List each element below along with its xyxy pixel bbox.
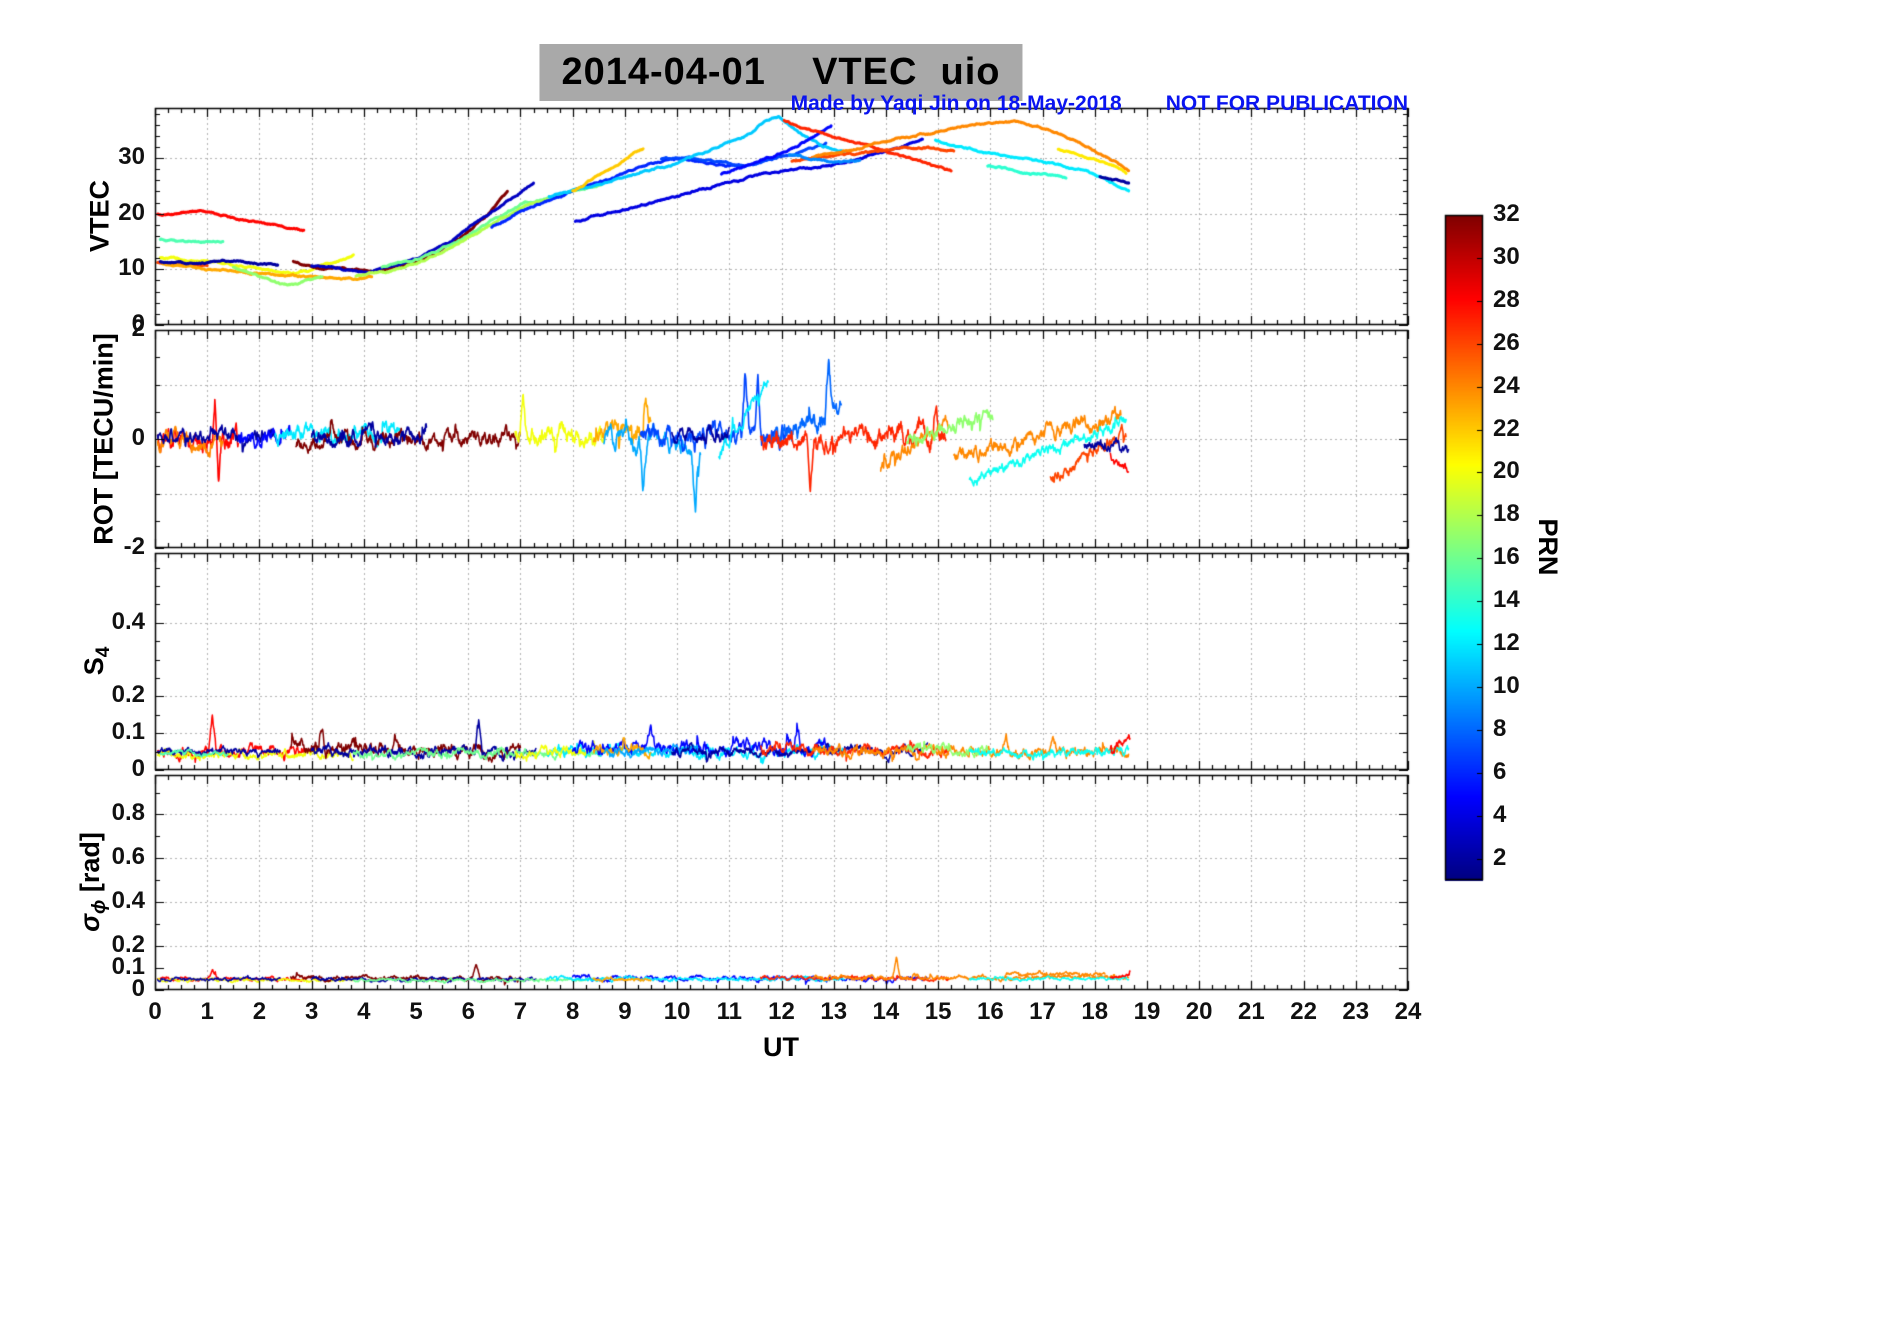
colorbar-tick-label: 24 xyxy=(1493,372,1520,399)
colorbar-title: PRN xyxy=(1533,518,1563,576)
sigma_phi-y-tick-label: 0.1 xyxy=(111,953,145,980)
colorbar-tick-label: 6 xyxy=(1493,758,1507,785)
x-tick-label: 20 xyxy=(1185,998,1213,1025)
colorbar-tick-label: 4 xyxy=(1493,801,1507,828)
annotation-credit: Made by Yaqi Jin on 18-May-2018 xyxy=(790,92,1122,115)
annotation: Made by Yaqi Jin on 18-May-2018 NOT FOR … xyxy=(791,92,1408,116)
x-tick-label: 8 xyxy=(565,998,580,1025)
x-tick-label: 1 xyxy=(200,998,214,1025)
colorbar-tick-label: 20 xyxy=(1493,457,1520,484)
colorbar-tick-label: 28 xyxy=(1493,286,1520,313)
x-tick-label: 9 xyxy=(618,998,632,1025)
x-tick-label: 23 xyxy=(1342,998,1370,1025)
colorbar-tick-label: 30 xyxy=(1493,243,1520,270)
colorbar-tick-label: 18 xyxy=(1493,500,1520,527)
x-tick-label: 11 xyxy=(716,998,742,1025)
vtec-y-tick-label: 30 xyxy=(118,143,145,170)
x-axis-label: UT xyxy=(763,1032,799,1062)
colorbar-tick-label: 14 xyxy=(1493,586,1520,613)
rot-y-tick-label: 0 xyxy=(131,424,145,451)
colorbar-tick-label: 32 xyxy=(1493,200,1520,227)
x-tick-label: 18 xyxy=(1081,998,1109,1025)
s4-y-tick-label: 0.1 xyxy=(111,718,145,745)
colorbar-tick-label: 2 xyxy=(1493,844,1507,871)
sigma-ylabel-main: σ xyxy=(74,913,105,932)
x-tick-label: 0 xyxy=(148,998,162,1025)
x-tick-label: 15 xyxy=(924,998,952,1025)
vtec-y-tick-label: 0 xyxy=(131,310,145,337)
x-tick-label: 14 xyxy=(872,998,900,1025)
colorbar-tick-label: 26 xyxy=(1493,329,1520,356)
x-tick-label: 7 xyxy=(513,998,528,1025)
s4-y-axis-label: S4 xyxy=(79,647,115,676)
s4-ylabel-sub: 4 xyxy=(93,646,115,658)
colorbar-tick-label: 10 xyxy=(1493,672,1520,699)
figure-title: 2014-04-01 VTEC uio xyxy=(539,44,1023,101)
x-tick-label: 24 xyxy=(1394,998,1422,1025)
x-tick-label: 3 xyxy=(304,998,319,1025)
rot-y-tick-label: 2 xyxy=(131,315,145,342)
s4-y-tick-label: 0 xyxy=(131,755,145,782)
x-tick-label: 2 xyxy=(252,998,267,1025)
x-tick-label: 17 xyxy=(1029,998,1056,1025)
x-tick-label: 10 xyxy=(663,998,691,1025)
sigma_phi-y-tick-label: 0.2 xyxy=(111,931,145,958)
x-tick-label: 5 xyxy=(409,998,423,1025)
x-tick-label: 4 xyxy=(357,998,371,1025)
x-tick-label: 13 xyxy=(820,998,848,1025)
rot-y-tick-label: -2 xyxy=(123,533,145,560)
x-tick-label: 21 xyxy=(1238,998,1265,1025)
colorbar-tick-label: 12 xyxy=(1493,629,1520,656)
x-tick-label: 12 xyxy=(768,998,795,1025)
x-tick-label: 22 xyxy=(1290,998,1317,1025)
x-tick-label: 19 xyxy=(1133,998,1161,1025)
colorbar-tick-label: 16 xyxy=(1493,543,1520,570)
x-tick-label: 16 xyxy=(976,998,1004,1025)
vtec-y-tick-label: 20 xyxy=(118,199,145,226)
colorbar-tick-label: 22 xyxy=(1493,415,1520,442)
sigma_phi-y-tick-label: 0 xyxy=(131,975,145,1002)
colorbar-tick-label: 8 xyxy=(1493,715,1507,742)
s4-ylabel-main: S xyxy=(78,657,109,676)
sigma_phi-y-tick-label: 0.8 xyxy=(111,799,145,826)
sigma_phi-y-tick-label: 0.6 xyxy=(111,843,145,870)
s4-y-tick-label: 0.2 xyxy=(111,681,145,708)
vtec-y-tick-label: 10 xyxy=(118,254,145,281)
x-tick-label: 6 xyxy=(461,998,475,1025)
s4-y-tick-label: 0.4 xyxy=(111,608,145,635)
annotation-warning: NOT FOR PUBLICATION xyxy=(1165,92,1408,115)
sigma_phi-y-tick-label: 0.4 xyxy=(111,887,145,914)
